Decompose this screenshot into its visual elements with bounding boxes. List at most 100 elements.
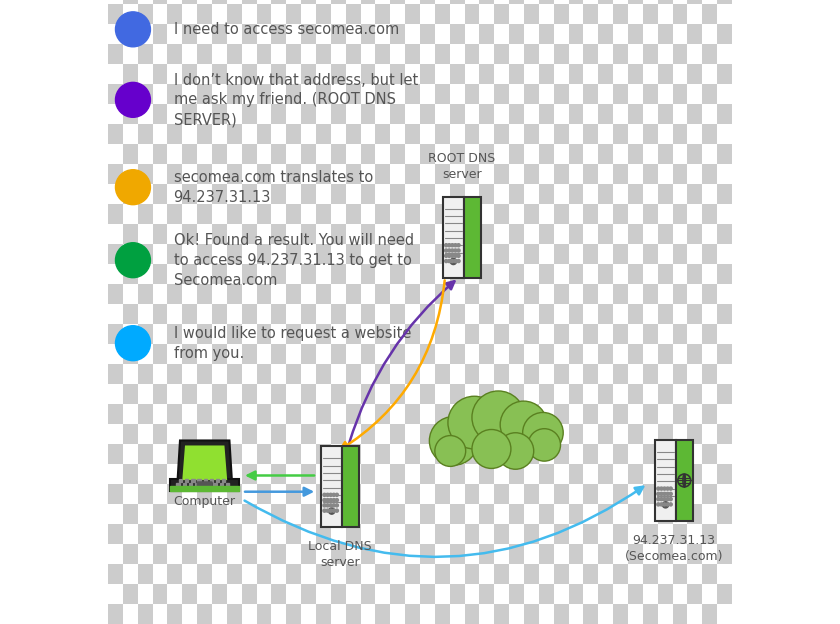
Bar xyxy=(465,584,480,604)
Bar xyxy=(192,487,196,489)
Bar xyxy=(449,184,465,204)
Bar xyxy=(286,224,302,244)
Bar xyxy=(554,424,569,444)
Bar xyxy=(569,344,584,364)
Bar xyxy=(256,444,271,464)
Bar xyxy=(435,64,449,84)
Bar xyxy=(391,464,405,484)
Bar xyxy=(732,124,747,144)
Bar xyxy=(153,304,167,324)
Bar xyxy=(702,24,717,44)
Circle shape xyxy=(444,249,448,252)
Bar xyxy=(420,64,435,84)
Bar xyxy=(435,604,449,624)
Bar xyxy=(405,484,420,504)
Bar xyxy=(717,44,732,64)
Bar xyxy=(167,604,182,624)
Bar xyxy=(613,204,628,224)
Bar xyxy=(286,0,302,4)
Bar xyxy=(138,464,153,484)
Bar xyxy=(687,444,702,464)
Bar xyxy=(584,24,598,44)
Bar xyxy=(108,84,123,104)
Bar xyxy=(717,184,732,204)
Bar xyxy=(449,484,465,504)
Bar xyxy=(658,4,673,24)
Bar xyxy=(480,264,494,284)
Bar xyxy=(747,544,762,564)
Bar xyxy=(465,564,480,584)
Bar xyxy=(108,444,123,464)
Bar xyxy=(628,344,643,364)
Bar xyxy=(331,384,346,404)
Bar xyxy=(391,64,405,84)
Bar xyxy=(480,0,494,4)
Bar xyxy=(524,344,538,364)
Bar xyxy=(167,284,182,304)
Bar xyxy=(331,4,346,24)
Bar xyxy=(316,524,331,544)
Bar xyxy=(420,364,435,384)
Bar xyxy=(420,104,435,124)
Bar xyxy=(598,384,613,404)
Bar xyxy=(569,444,584,464)
Bar xyxy=(256,184,271,204)
Bar xyxy=(658,344,673,364)
Bar xyxy=(227,344,242,364)
Bar xyxy=(598,544,613,564)
Bar xyxy=(480,424,494,444)
Bar xyxy=(628,124,643,144)
Bar xyxy=(538,604,554,624)
Bar xyxy=(494,24,509,44)
Bar xyxy=(346,84,360,104)
Bar xyxy=(391,484,405,504)
Bar xyxy=(732,604,747,624)
Bar xyxy=(465,4,480,24)
Bar xyxy=(643,584,658,604)
Bar xyxy=(223,487,227,489)
Bar xyxy=(391,344,405,364)
Bar xyxy=(212,604,227,624)
Bar xyxy=(613,544,628,564)
Bar xyxy=(346,524,360,544)
Bar xyxy=(554,184,569,204)
Bar xyxy=(687,484,702,504)
Bar xyxy=(197,564,212,584)
Bar xyxy=(747,164,762,184)
Bar xyxy=(732,564,747,584)
Circle shape xyxy=(329,493,333,497)
Bar xyxy=(732,284,747,304)
Bar xyxy=(747,444,762,464)
Bar xyxy=(212,344,227,364)
Bar xyxy=(643,224,658,244)
Bar xyxy=(227,384,242,404)
Bar xyxy=(197,24,212,44)
Bar xyxy=(302,104,316,124)
Bar xyxy=(435,0,449,4)
Bar xyxy=(153,64,167,84)
Bar xyxy=(494,4,509,24)
Bar xyxy=(271,604,286,624)
Bar xyxy=(167,364,182,384)
Bar xyxy=(687,164,702,184)
Bar xyxy=(628,604,643,624)
Bar xyxy=(420,444,435,464)
Bar xyxy=(346,284,360,304)
FancyArrowPatch shape xyxy=(244,487,643,557)
Bar xyxy=(108,584,123,604)
Bar xyxy=(687,364,702,384)
Bar xyxy=(494,84,509,104)
Bar xyxy=(242,204,256,224)
Bar xyxy=(174,487,177,489)
Bar xyxy=(302,224,316,244)
Bar xyxy=(702,564,717,584)
Bar xyxy=(465,184,480,204)
FancyBboxPatch shape xyxy=(464,197,480,278)
Bar xyxy=(346,344,360,364)
Bar xyxy=(717,224,732,244)
Bar xyxy=(702,544,717,564)
Circle shape xyxy=(326,509,329,512)
Bar xyxy=(205,487,208,489)
Circle shape xyxy=(444,260,448,263)
Bar xyxy=(420,244,435,264)
